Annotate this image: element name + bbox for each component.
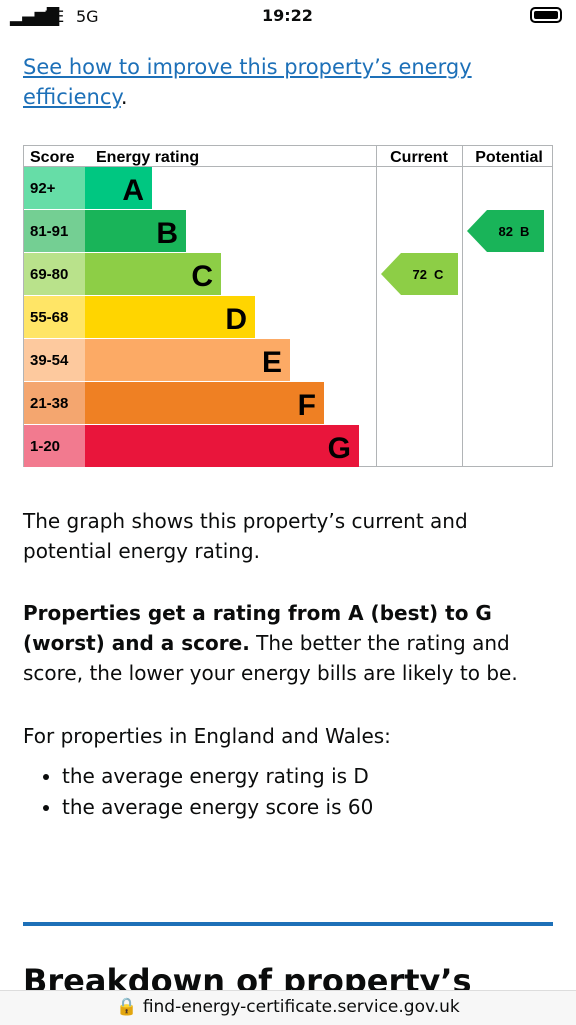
score-range: 39-54 bbox=[30, 352, 69, 369]
current-band: C bbox=[434, 267, 444, 282]
section-rule bbox=[23, 922, 553, 926]
paragraph: Properties get a rating from A (best) to… bbox=[23, 598, 543, 688]
rating-chart: Score Energy rating Current Potential 92… bbox=[23, 145, 553, 467]
score-cell bbox=[24, 210, 85, 252]
score-cell bbox=[24, 167, 85, 209]
address-bar: 🔒 find-energy-certificate.service.gov.uk bbox=[0, 990, 576, 1025]
rating-bar bbox=[85, 425, 359, 467]
text: The better the rating and score, the low… bbox=[23, 631, 518, 685]
score-cell bbox=[24, 296, 85, 338]
band-letter: B bbox=[156, 217, 178, 250]
rating-bar bbox=[85, 339, 290, 381]
paragraph: The graph shows this property’s current … bbox=[23, 509, 468, 563]
band-letter: C bbox=[191, 260, 213, 293]
band-letter: D bbox=[225, 303, 247, 336]
header-score: Score bbox=[30, 149, 75, 166]
current-score: 72 bbox=[413, 267, 427, 282]
score-cell bbox=[24, 382, 85, 424]
score-range: 55-68 bbox=[30, 309, 68, 326]
score-range: 92+ bbox=[30, 180, 56, 197]
rating-bar bbox=[85, 167, 152, 209]
band-letter: A bbox=[122, 174, 144, 207]
rating-bar bbox=[85, 253, 221, 295]
bold-text: Properties get a rating from A (best) to… bbox=[23, 601, 492, 655]
url: find-energy-certificate.service.gov.uk bbox=[142, 997, 460, 1017]
score-cell bbox=[24, 253, 85, 295]
header-potential: Potential bbox=[475, 149, 543, 166]
bullet: the average energy score is 60 bbox=[62, 792, 562, 822]
score-range: 81-91 bbox=[30, 223, 68, 240]
rating-bar bbox=[85, 210, 186, 252]
carrier: EE bbox=[44, 7, 65, 26]
score-range: 69-80 bbox=[30, 266, 68, 283]
signal: ▂▄▆█ bbox=[10, 7, 60, 26]
score-cell bbox=[24, 425, 85, 467]
score-cell bbox=[24, 339, 85, 381]
status-bar: ▂▄▆█ EE 5G 19:22 bbox=[0, 0, 576, 34]
current-arrow bbox=[381, 253, 458, 295]
potential-arrow bbox=[467, 210, 544, 252]
header-current: Current bbox=[390, 149, 448, 166]
bullet-list: the average energy rating is D the avera… bbox=[0, 760, 562, 822]
band-letter: F bbox=[298, 389, 316, 422]
potential-band: B bbox=[520, 224, 529, 239]
bullet: the average energy rating is D bbox=[62, 761, 562, 791]
paragraph: For properties in England and Wales: bbox=[23, 724, 391, 748]
rating-bar bbox=[85, 296, 255, 338]
battery bbox=[530, 7, 562, 23]
band-letter: G bbox=[328, 432, 351, 465]
score-range: 21-38 bbox=[30, 395, 68, 412]
band-letter: E bbox=[262, 346, 282, 379]
rating-bar bbox=[85, 382, 324, 424]
improve-paragraph: See how to improve this property’s energ… bbox=[23, 52, 543, 112]
header-rating: Energy rating bbox=[96, 149, 199, 166]
clock: 19:22 bbox=[262, 6, 313, 25]
potential-score: 82 bbox=[499, 224, 513, 239]
network: 5G bbox=[76, 7, 99, 26]
link-suffix: . bbox=[120, 85, 128, 109]
improve-link[interactable]: See how to improve this property’s energ… bbox=[23, 55, 472, 109]
score-range: 1-20 bbox=[30, 438, 60, 455]
